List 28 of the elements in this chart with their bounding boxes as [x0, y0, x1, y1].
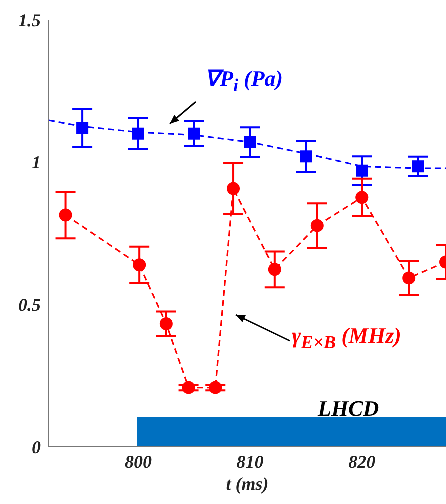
point — [268, 263, 282, 276]
point — [209, 381, 222, 394]
point — [76, 122, 89, 134]
point — [244, 136, 256, 148]
x-tick-label: 810 — [236, 452, 264, 472]
x-axis-title: t (ms) — [226, 474, 269, 494]
x-tick-label: 800 — [124, 452, 152, 472]
point — [227, 182, 240, 196]
point — [402, 272, 416, 285]
point — [182, 381, 196, 394]
y-tick-label: 0 — [32, 437, 41, 458]
point — [133, 258, 146, 272]
point — [300, 150, 312, 163]
series-label: γ$_{E×B}$ (MHz) — [292, 323, 402, 354]
point — [412, 160, 424, 173]
y-tick-label: 1 — [32, 152, 41, 173]
series-label: ∇P$_{i}$ (Pa) — [205, 66, 284, 96]
point — [356, 191, 369, 204]
point — [188, 128, 200, 140]
x-tick-label: 820 — [348, 452, 376, 472]
point — [132, 128, 144, 140]
series-label: LHCD — [318, 396, 380, 422]
y-tick-label: 1.5 — [18, 10, 41, 30]
point — [160, 318, 173, 331]
point — [59, 208, 72, 222]
point — [356, 164, 368, 177]
y-tick-label: 0.5 — [18, 295, 41, 316]
point — [310, 219, 324, 232]
